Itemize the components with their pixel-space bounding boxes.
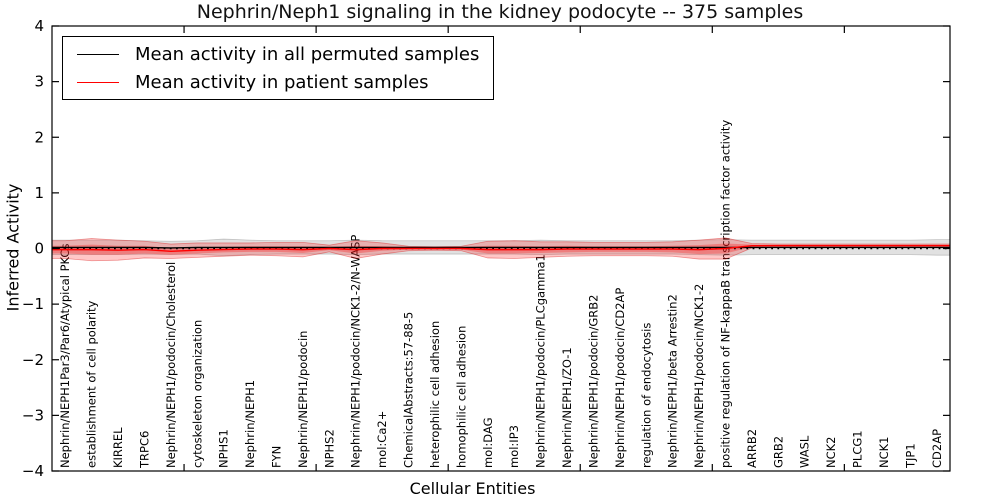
y-tick-label: 2	[34, 128, 44, 146]
category-label: FYN	[270, 446, 284, 468]
tick-marks	[52, 25, 950, 472]
legend-item-permuted: Mean activity in all permuted samples	[63, 40, 493, 68]
category-label: cytoskeleton organization	[190, 320, 204, 468]
category-label: CD2AP	[930, 429, 944, 468]
y-tick-label: 1	[34, 184, 44, 202]
patient-mean-line	[52, 245, 950, 252]
category-label: TRPC6	[137, 431, 151, 469]
y-tick-label: 0	[34, 240, 44, 258]
legend-line-patient-icon	[77, 81, 119, 83]
category-label: Nephrin/NEPH1/podocin/PLCgamma1	[534, 254, 548, 468]
category-label: KIRREL	[111, 427, 125, 468]
y-tick-label: 4	[34, 17, 44, 35]
category-label: Nephrin/NEPH1/podocin/NCK1-2	[692, 284, 706, 468]
y-tick-labels: −4 −3 −2 −1 0 1 2 3 4	[22, 17, 44, 480]
legend-label-patient: Mean activity in patient samples	[135, 71, 429, 93]
legend-item-patient: Mean activity in patient samples	[63, 68, 493, 96]
y-tick-label: −3	[22, 406, 44, 424]
category-label: NCK1	[877, 437, 891, 469]
y-tick-label: −1	[22, 295, 44, 313]
y-axis-label: Inferred Activity	[3, 183, 23, 312]
category-label: NPHS1	[217, 429, 231, 468]
legend-label-permuted: Mean activity in all permuted samples	[135, 43, 480, 65]
category-label: Nephrin/NEPH1/podocin/GRB2	[586, 295, 600, 468]
category-label: establishment of cell polarity	[85, 300, 99, 468]
category-label: ChemicalAbstracts:57-88-5	[402, 312, 416, 468]
category-label: Nephrin/NEPH1/beta Arrestin2	[666, 294, 680, 468]
category-label: Nephrin/NEPH1/podocin/Cholesterol	[164, 262, 178, 468]
category-label: mol:Ca2+	[375, 411, 389, 468]
category-label: regulation of endocytosis	[639, 323, 653, 468]
y-tick-label: −4	[22, 462, 44, 480]
category-label: homophilic cell adhesion	[454, 326, 468, 468]
category-labels: Nephrin/NEPH1Par3/Par6/Atypical PKCs esta…	[58, 120, 944, 469]
category-label: mol:IP3	[507, 425, 521, 468]
legend: Mean activity in all permuted samples Me…	[62, 36, 495, 100]
legend-line-permuted-icon	[77, 53, 119, 55]
y-tick-label: 3	[34, 73, 44, 91]
category-label: PLCG1	[851, 430, 865, 468]
category-label: GRB2	[771, 436, 785, 468]
category-label: Nephrin/NEPH1	[243, 380, 257, 468]
category-label: Nephrin/NEPH1/podocin	[296, 331, 310, 468]
category-label: NPHS2	[322, 429, 336, 468]
category-label: heterophilic cell adhesion	[428, 321, 442, 468]
category-label: ARRB2	[745, 429, 759, 468]
chart-title: Nephrin/Neph1 signaling in the kidney po…	[196, 1, 804, 23]
category-label: positive regulation of NF-kappaB transcr…	[719, 120, 733, 468]
category-label: TJP1	[903, 443, 917, 469]
permuted-mean-line	[52, 246, 950, 249]
y-tick-label: −2	[22, 351, 44, 369]
category-label: Nephrin/NEPH1/podocin/CD2AP	[613, 288, 627, 468]
category-label: Nephrin/NEPH1/ZO-1	[560, 347, 574, 468]
category-label: NCK2	[824, 437, 838, 469]
category-label: Nephrin/NEPH1Par3/Par6/Atypical PKCs	[58, 244, 72, 468]
category-label: WASL	[798, 435, 812, 468]
category-label: Nephrin/NEPH1/podocin/NCK1-2/N-WASP	[349, 235, 363, 468]
x-axis-label: Cellular Entities	[409, 479, 536, 498]
category-label: mol:DAG	[481, 417, 495, 468]
